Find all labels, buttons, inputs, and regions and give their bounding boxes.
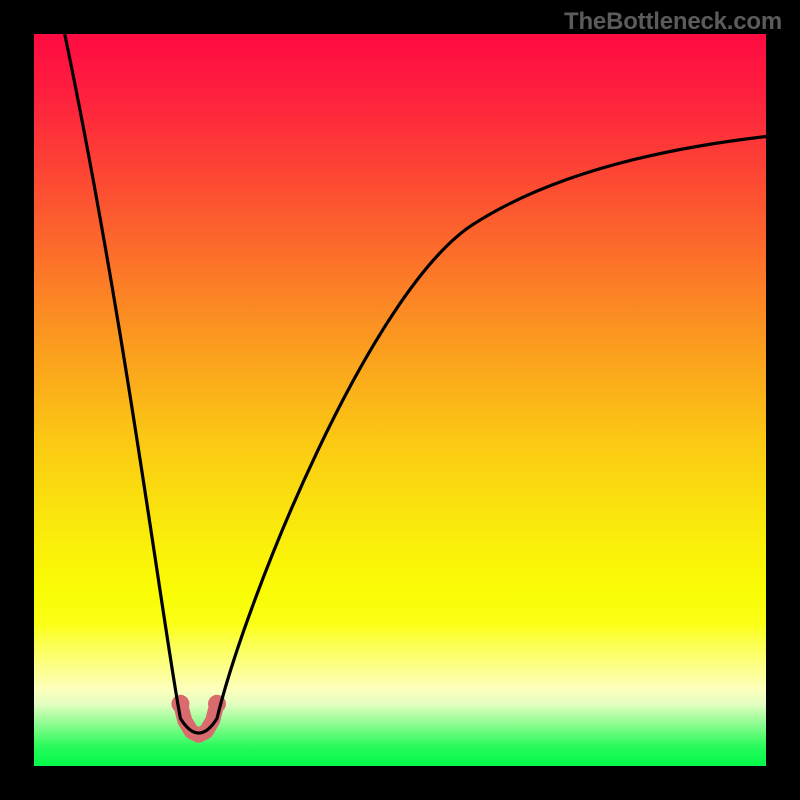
watermark-text: TheBottleneck.com xyxy=(564,8,782,36)
chart-svg xyxy=(34,34,766,766)
chart-stage: TheBottleneck.com xyxy=(0,0,800,800)
gradient-background xyxy=(34,34,766,766)
chart-plot-area xyxy=(34,34,766,766)
